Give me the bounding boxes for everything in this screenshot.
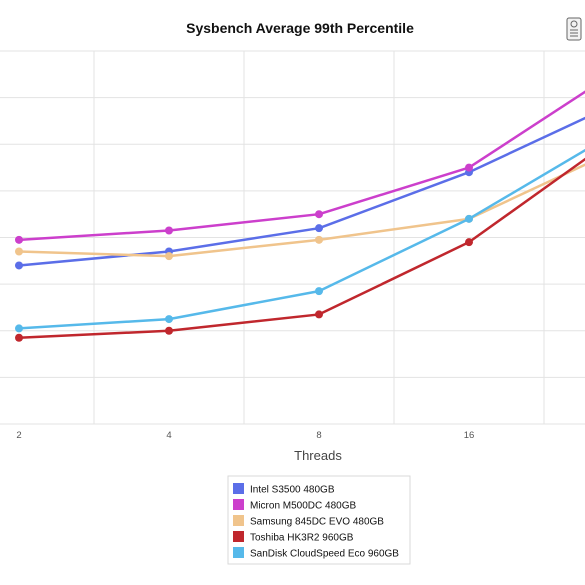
- series-group: [15, 163, 585, 261]
- legend-swatch: [233, 483, 244, 494]
- data-point: [165, 252, 173, 261]
- data-point: [15, 324, 23, 333]
- series-group: [15, 90, 585, 244]
- logo-icon: [566, 17, 582, 41]
- chart-title: Sysbench Average 99th Percentile: [186, 20, 414, 36]
- series-line: [18, 148, 585, 330]
- data-point: [315, 310, 323, 319]
- x-tick-label: 8: [316, 430, 321, 441]
- legend-swatch: [233, 547, 244, 558]
- data-point: [465, 163, 473, 172]
- legend-label: Toshiba HK3R2 960GB: [250, 533, 354, 544]
- legend-swatch: [233, 499, 244, 510]
- series-line: [18, 90, 585, 242]
- data-point: [315, 224, 323, 233]
- data-point: [15, 235, 23, 244]
- data-point: [15, 261, 23, 270]
- series-line: [18, 163, 585, 258]
- x-tick-label: 4: [166, 430, 171, 441]
- grid: [0, 50, 585, 425]
- x-tick-label: 2: [16, 430, 21, 441]
- x-axis-label: Threads: [294, 448, 342, 463]
- data-point: [15, 247, 23, 256]
- data-point: [165, 315, 173, 324]
- data-point: [315, 210, 323, 219]
- x-tick-label: 16: [464, 430, 475, 441]
- legend-box: [227, 475, 411, 565]
- data-point: [465, 214, 473, 223]
- data-point: [15, 333, 23, 342]
- data-point: [465, 238, 473, 247]
- series-group: [15, 157, 585, 342]
- legend: Intel S3500 480GB Micron M500DC 480GB Sams…: [227, 475, 411, 565]
- data-point: [315, 287, 323, 296]
- data-point: [315, 235, 323, 244]
- legend-label: Micron M500DC 480GB: [250, 501, 356, 512]
- legend-swatch: [233, 531, 244, 542]
- series-group: [15, 116, 585, 270]
- data-point: [165, 226, 173, 235]
- x-axis-ticks: 2 4 8 16: [16, 430, 474, 441]
- series-line: [18, 157, 585, 339]
- legend-label: SanDisk CloudSpeed Eco 960GB: [250, 549, 399, 560]
- data-point: [165, 326, 173, 335]
- legend-swatch: [233, 515, 244, 526]
- legend-label: Intel S3500 480GB: [250, 485, 335, 496]
- series-group: [15, 148, 585, 333]
- legend-label: Samsung 845DC EVO 480GB: [250, 517, 384, 528]
- series-layer: [15, 90, 585, 342]
